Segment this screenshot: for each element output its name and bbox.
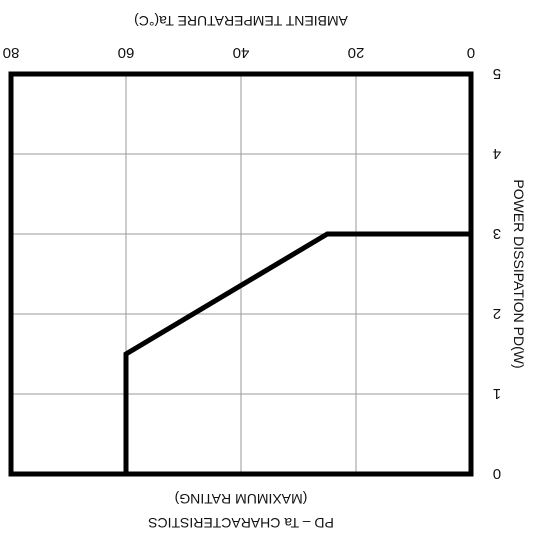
- chart-caption-line1: (MAXIMUM RATING): [175, 491, 308, 507]
- x-tick-label-1: 60: [118, 44, 135, 61]
- y-tick-label-0: 0: [493, 465, 501, 482]
- y-tick-label-1: 1: [493, 385, 501, 402]
- series-line-0: [123, 231, 471, 474]
- plot-frame: [8, 71, 474, 477]
- series-layer: [123, 231, 471, 474]
- x-tick-labels: 80 60 40 20 0: [3, 44, 476, 61]
- y-tick-label-5: 5: [493, 65, 501, 82]
- x-axis-label: AMBIENT TEMPERATURE Ta(°C): [134, 13, 348, 29]
- x-tick-label-3: 20: [348, 44, 365, 61]
- x-tick-label-0: 80: [3, 44, 20, 61]
- y-axis-label: POWER DISSIPATION PD(W): [511, 179, 527, 368]
- x-tick-label-2: 40: [233, 44, 250, 61]
- y-tick-label-2: 2: [493, 305, 501, 322]
- grid: [11, 74, 471, 474]
- x-tick-label-4: 0: [467, 44, 475, 61]
- chart-caption-line2: PD – Ta CHARACTERISTICS: [148, 515, 334, 531]
- y-tick-label-3: 3: [493, 225, 501, 242]
- y-tick-labels: 0 1 2 3 4 5: [493, 65, 501, 482]
- y-tick-label-4: 4: [493, 145, 501, 162]
